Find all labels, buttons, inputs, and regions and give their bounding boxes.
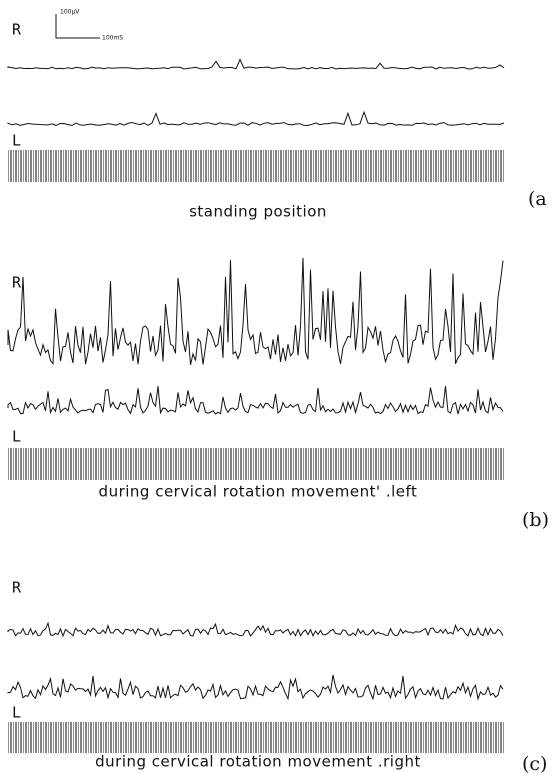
caption: during cervical rotation movement .right bbox=[95, 753, 421, 771]
panel-tag: (a bbox=[528, 188, 547, 210]
scale-bar: 100μV 100mS bbox=[55, 9, 123, 42]
panel-tag: (c) bbox=[522, 753, 547, 773]
right-label: R bbox=[12, 274, 22, 292]
emg-trace bbox=[7, 58, 505, 70]
caption: standing position bbox=[189, 203, 327, 221]
stripe-band bbox=[8, 150, 505, 182]
left-label: L bbox=[12, 428, 21, 446]
emg-trace bbox=[7, 257, 504, 366]
stripe-band bbox=[8, 722, 505, 753]
scale-voltage: 100μV bbox=[60, 9, 80, 16]
emg-trace bbox=[7, 674, 504, 701]
left-label: L bbox=[12, 132, 21, 150]
scale-time: 100mS bbox=[102, 35, 123, 42]
emg-trace bbox=[7, 385, 504, 415]
caption: during cervical rotation movement' .left bbox=[99, 483, 418, 501]
right-label: R bbox=[12, 21, 22, 39]
emg-trace bbox=[7, 110, 505, 126]
emg-trace bbox=[7, 621, 504, 638]
right-label: R bbox=[12, 579, 22, 597]
left-label: L bbox=[12, 704, 21, 722]
panel-tag: (b) bbox=[522, 509, 549, 531]
stripe-band bbox=[8, 448, 505, 480]
